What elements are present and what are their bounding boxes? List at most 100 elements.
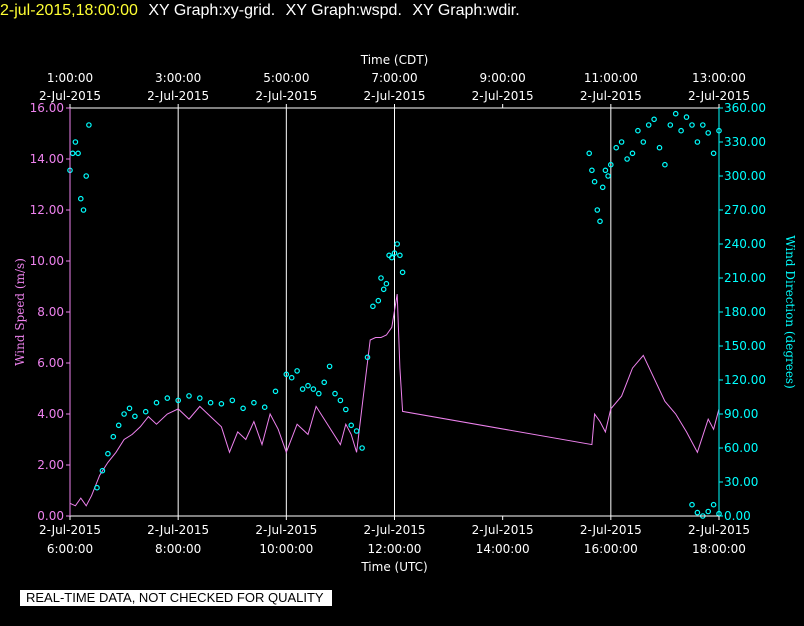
wind-direction-point — [710, 501, 717, 508]
wind-direction-point — [635, 127, 641, 134]
wind-direction-point — [251, 399, 257, 406]
wind-direction-point — [645, 122, 652, 128]
axes-layer — [66, 104, 723, 520]
wind-direction-point — [678, 127, 684, 134]
left-tick-label: 10.00 — [30, 254, 64, 268]
left-tick-label: 6.00 — [37, 356, 64, 370]
wind-direction-point — [261, 404, 268, 411]
wind-direction-point — [597, 218, 603, 225]
wind-direction-point — [618, 139, 625, 145]
wind-direction-point — [602, 167, 609, 174]
wind-direction-point — [667, 122, 674, 128]
timestamp: 2-jul-2015,18:00:00 — [0, 2, 138, 19]
wind-direction-point — [72, 139, 79, 145]
left-tick-label: 2.00 — [37, 458, 64, 472]
wind-direction-point — [364, 354, 371, 361]
wind-direction-point — [394, 241, 401, 247]
bottom-tick-time: 18:00:00 — [692, 542, 746, 556]
left-tick-label: 4.00 — [37, 407, 64, 421]
bottom-tick-time: 12:00:00 — [368, 542, 422, 556]
wind-direction-point — [359, 445, 365, 451]
wind-direction-point — [607, 161, 614, 168]
top-tick-time: 7:00:00 — [371, 71, 417, 85]
wind-direction-point — [710, 150, 717, 157]
top-tick-date: 2-Jul-2015 — [472, 89, 534, 103]
bottom-tick-time: 6:00:00 — [47, 542, 93, 556]
top-tick-time: 11:00:00 — [584, 71, 638, 85]
top-axis-title: Time (CDT) — [360, 53, 429, 67]
wind-direction-point — [399, 269, 406, 276]
wind-direction-point — [388, 254, 395, 261]
wind-direction-point — [594, 207, 601, 213]
wind-direction-point — [126, 405, 133, 412]
wind-direction-point — [599, 184, 606, 191]
top-tick-date: 2-Jul-2015 — [580, 89, 642, 103]
left-tick-label: 0.00 — [37, 509, 64, 523]
left-tick-label: 14.00 — [30, 152, 64, 166]
wind-direction-point — [94, 484, 100, 491]
wind-direction-point — [613, 144, 620, 151]
wind-direction-point — [397, 252, 403, 259]
bottom-axis-title: Time (UTC) — [360, 560, 427, 574]
wind-direction-point — [591, 178, 598, 185]
wind-direction-point — [121, 411, 127, 417]
right-tick-label: 180.00 — [724, 305, 766, 319]
right-tick-label: 240.00 — [724, 237, 766, 251]
top-tick-time: 5:00:00 — [263, 71, 309, 85]
wind-direction-point — [342, 406, 349, 413]
bottom-tick-time: 10:00:00 — [259, 542, 313, 556]
wind-direction-point — [378, 275, 384, 281]
left-tick-label: 8.00 — [37, 305, 64, 319]
graph-label-wspd: XY Graph:wspd. — [285, 2, 402, 19]
wind-direction-point — [69, 150, 76, 157]
bottom-tick-date: 2-Jul-2015 — [255, 523, 317, 537]
wind-direction-point — [175, 397, 182, 404]
wind-direction-point — [75, 150, 81, 157]
wind-direction-point — [353, 428, 360, 434]
wind-direction-point — [99, 467, 106, 474]
wind-direction-point — [348, 422, 355, 429]
wind-direction-point — [86, 122, 92, 128]
right-axis-title: Wind Direction (degrees) — [783, 235, 797, 389]
top-tick-time: 9:00:00 — [480, 71, 526, 85]
wind-direction-point — [305, 382, 311, 389]
wind-direction-point — [132, 413, 138, 420]
wind-direction-point — [315, 390, 322, 397]
left-axis-title: Wind Speed (m/s) — [13, 258, 27, 366]
right-tick-label: 360.00 — [724, 101, 766, 115]
top-tick-date: 2-Jul-2015 — [147, 89, 209, 103]
right-tick-label: 120.00 — [724, 373, 766, 387]
graph-header: 2-jul-2015,18:00:00 XY Graph:xy-grid. XY… — [0, 2, 520, 24]
wind-direction-point — [321, 379, 328, 386]
bottom-tick-time: 8:00:00 — [155, 542, 201, 556]
wind-direction-point — [586, 150, 593, 157]
wind-direction-point — [283, 371, 290, 378]
wind-direction-point — [683, 114, 690, 120]
wind-direction-point — [699, 122, 706, 128]
right-tick-label: 30.00 — [724, 475, 758, 489]
wind-direction-point — [640, 139, 647, 145]
wind-direction-point — [78, 195, 84, 202]
left-tick-label: 16.00 — [30, 101, 64, 115]
bottom-tick-date: 2-Jul-2015 — [364, 523, 426, 537]
right-tick-label: 330.00 — [724, 135, 766, 149]
graph-label-xy-grid: XY Graph:xy-grid. — [148, 2, 276, 19]
wind-direction-point — [80, 207, 87, 213]
bottom-tick-date: 2-Jul-2015 — [147, 523, 209, 537]
bottom-tick-date: 2-Jul-2015 — [688, 523, 750, 537]
wind-direction-point — [310, 386, 317, 392]
wind-direction-point — [299, 386, 306, 392]
wind-direction-point — [705, 508, 712, 515]
wind-direction-point — [83, 173, 90, 179]
top-tick-date: 2-Jul-2015 — [688, 89, 750, 103]
bottom-tick-date: 2-Jul-2015 — [39, 523, 101, 537]
wind-direction-point — [629, 150, 636, 157]
wind-direction-point — [651, 116, 657, 123]
wind-direction-point — [689, 122, 695, 128]
bottom-tick-date: 2-Jul-2015 — [580, 523, 642, 537]
right-tick-label: 0.00 — [724, 509, 751, 523]
labels-layer: 0.00 2.00 4.00 6.00 8.00 10.00 12.00 14.00 16.00… — [13, 53, 797, 574]
top-tick-time: 3:00:00 — [155, 71, 201, 85]
wind-direction-point — [186, 393, 192, 399]
